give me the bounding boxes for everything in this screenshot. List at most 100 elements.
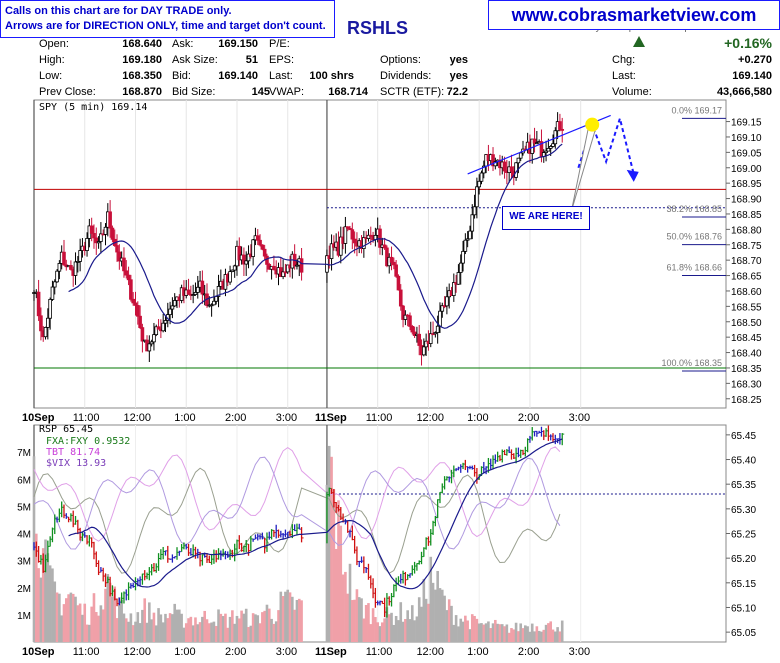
volume-bar <box>406 610 409 642</box>
volume-bar <box>62 604 66 642</box>
spy-candle-body <box>69 265 73 270</box>
spy-candle-body <box>246 253 251 262</box>
spy-candle-body <box>232 265 237 271</box>
volume-bar <box>300 600 303 642</box>
spy-xtick-label: 11Sep <box>315 412 347 424</box>
spy-candle-body <box>283 271 288 274</box>
volume-bar <box>293 609 296 642</box>
spy-xtick-label: 3:00 <box>569 412 590 424</box>
spy-candle-body <box>475 186 479 208</box>
spy-candle-body <box>350 229 355 240</box>
volume-bar <box>436 570 439 642</box>
fib-label: 0.0% 169.17 <box>671 105 722 115</box>
spy-candle-body <box>338 236 343 256</box>
vwap-value: 168.714 <box>328 86 368 98</box>
volume-bar <box>383 618 386 642</box>
volume-bar <box>74 596 77 642</box>
volume-bar <box>351 600 354 642</box>
volume-bar <box>274 621 278 642</box>
volume-bar <box>542 629 546 642</box>
spy-candle-body <box>502 161 507 172</box>
volume-bar <box>512 629 516 642</box>
last-label: Last: <box>269 70 293 82</box>
volume-tick-label: 1M <box>17 611 31 622</box>
spy-candle-body <box>46 317 50 328</box>
spy-candle-body <box>140 327 145 342</box>
prev-close-label: Prev Close: <box>39 86 96 98</box>
volume-bar <box>221 616 225 642</box>
high-label: High: <box>39 54 65 66</box>
volume-tick-label: 5M <box>17 502 31 513</box>
spy-candle-body <box>412 331 417 336</box>
volume-bar <box>410 605 414 642</box>
volume-bar <box>514 622 518 642</box>
spy-candle-body <box>392 261 396 266</box>
volume-bar <box>330 456 333 642</box>
volume-bar <box>464 615 467 642</box>
ask-size-value: 51 <box>245 54 258 66</box>
spy-candle-body <box>89 225 94 234</box>
spy-candle-body <box>532 138 537 144</box>
dividends-value: yes <box>449 70 468 82</box>
volume-bar <box>422 578 426 642</box>
volume-bar <box>51 568 54 642</box>
volume-bar <box>371 608 375 642</box>
volume-bar <box>491 623 495 642</box>
rsp-xtick-label: 11:00 <box>366 646 393 658</box>
ticker-symbol: RSHLS <box>347 18 409 38</box>
volume-bar <box>254 614 257 642</box>
spy-candle-body <box>479 172 484 182</box>
volume-bar <box>392 624 396 642</box>
fib-label: 38.2% 168.85 <box>666 204 722 214</box>
volume-bar <box>35 533 38 642</box>
volume-bar <box>524 625 527 642</box>
rsp-xtick-label: 3:00 <box>276 646 297 658</box>
volume-bar <box>447 599 451 642</box>
rsp-moving-average <box>68 438 563 590</box>
volume-bar <box>189 616 193 642</box>
volume-bar <box>201 616 204 642</box>
volume-bar <box>551 629 555 642</box>
volume-bar <box>535 626 539 642</box>
volume-bar <box>108 582 112 642</box>
spy-candle-body <box>126 274 131 281</box>
volume-bar <box>41 548 45 642</box>
rsp-ytick-label: 65.15 <box>731 579 756 590</box>
spy-candle-body <box>378 228 382 248</box>
volume-bar <box>376 622 379 642</box>
spy-candle-body <box>408 315 412 327</box>
volume-bar <box>83 603 87 642</box>
volume-bar <box>120 599 123 642</box>
spy-xtick-label: 3:00 <box>276 412 297 424</box>
volume-bar <box>443 595 446 642</box>
rsp-ytick-label: 65.25 <box>731 530 756 541</box>
volume-bar <box>427 603 430 642</box>
volume-bar <box>159 614 163 642</box>
website-banner[interactable]: www.cobrasmarketview.com <box>488 0 780 30</box>
spy-ytick-label: 168.85 <box>731 210 762 221</box>
chg-value: +0.270 <box>738 54 772 66</box>
volume-bar <box>55 592 59 642</box>
spy-candle-body <box>193 292 198 295</box>
spy-ytick-label: 169.15 <box>731 118 762 129</box>
volume-bar <box>440 589 444 642</box>
spy-candle-body <box>258 239 262 246</box>
volume-bar <box>118 597 121 642</box>
spy-xtick-label: 1:00 <box>174 412 195 424</box>
spy-xtick-label: 10Sep <box>22 412 55 424</box>
volume-bar <box>194 617 197 642</box>
spy-candle-body <box>39 315 43 332</box>
bid-value: 169.140 <box>218 70 258 82</box>
spy-candle-body <box>228 271 232 283</box>
spy-candle-body <box>85 237 89 251</box>
rsp-legend-rsp: RSP 65.45 <box>39 424 94 435</box>
prev-close-value: 168.870 <box>122 86 162 98</box>
spy-candle-body <box>191 294 195 296</box>
volume-bar <box>115 618 119 642</box>
spy-ytick-label: 168.70 <box>731 256 762 267</box>
bid-size-label: Bid Size: <box>172 86 216 98</box>
volume-bar <box>233 623 236 642</box>
volume-bar <box>507 632 511 642</box>
spy-candle-body <box>92 232 96 239</box>
rsp-xtick-label: 11:00 <box>73 646 100 658</box>
